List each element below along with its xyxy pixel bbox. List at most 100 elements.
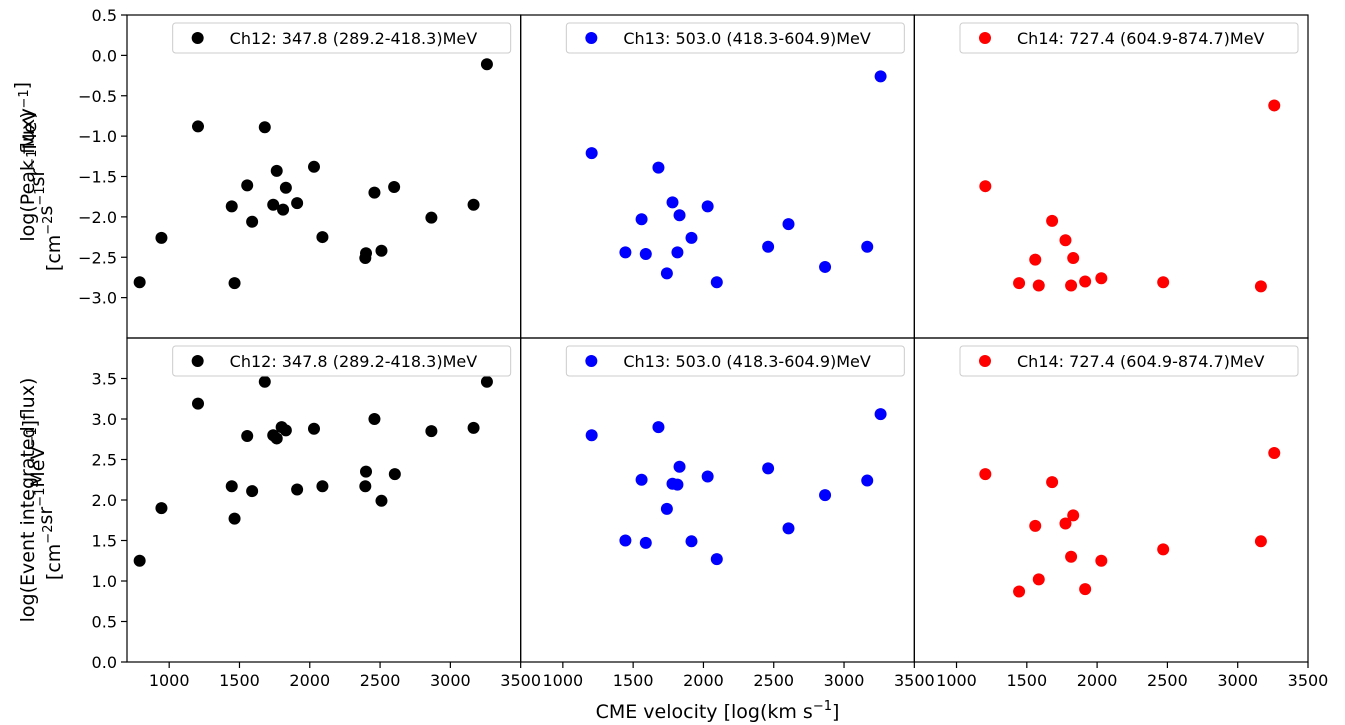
unit-superscript: −1 [17, 89, 32, 108]
data-point [279, 424, 292, 437]
data-point [1067, 509, 1080, 522]
data-point [639, 536, 652, 549]
y-tick-label: −3.0 [78, 289, 117, 308]
data-point [710, 553, 723, 566]
y-axis-label-line2: [cm−2s−1sr−1MeV−1] [11, 82, 65, 271]
data-point [861, 474, 874, 487]
x-tick-label: 2000 [1077, 671, 1118, 690]
panels-group: 0.5 0.0 −0.5 −1.0 −1.5 −2.0 −2.5 −3.0 Ch12: 347.… [78, 6, 1328, 690]
unit-text: [cm [43, 235, 65, 271]
legend-box [959, 22, 1299, 54]
unit-superscript: −1 [33, 186, 48, 205]
x-tick-label: 3500 [894, 671, 935, 690]
data-point [819, 260, 832, 273]
panel-frame [520, 14, 915, 339]
y-tick-label: −2.0 [78, 208, 117, 227]
unit-superscript: −1 [25, 427, 40, 446]
data-point [782, 218, 795, 231]
data-point [762, 462, 775, 475]
data-point [762, 240, 775, 253]
y-tick-label: 1.5 [92, 532, 117, 551]
data-point [368, 413, 381, 425]
x-tick-label: 1500 [1006, 671, 1047, 690]
legend-box [959, 345, 1299, 377]
y-tick-label: 0.5 [92, 6, 117, 25]
y-axis-label-line2: [cm−2sr−1MeV−1] [19, 420, 65, 580]
legend-label: Ch13: 503.0 (418.3-604.9)MeV [623, 29, 871, 48]
data-point [1046, 476, 1059, 489]
data-point [660, 267, 673, 280]
data-point [480, 375, 493, 388]
legend-label: Ch14: 727.4 (604.9-874.7)MeV [1017, 29, 1265, 48]
data-point [1254, 535, 1267, 548]
data-point [133, 554, 146, 567]
legend-box [172, 22, 512, 54]
data-point [467, 198, 480, 211]
data-point [1065, 279, 1078, 292]
data-point [225, 200, 238, 213]
unit-text: MeV [19, 108, 41, 149]
data-point [1065, 550, 1078, 563]
x-tick-label: 3000 [824, 671, 865, 690]
y-axis-label-group: log(Peak flux)[cm−2s−1sr−1MeV−1] [11, 82, 65, 271]
data-point [241, 430, 254, 443]
data-point [467, 421, 480, 434]
data-point [1095, 554, 1108, 567]
x-tick-label: 1500 [219, 671, 260, 690]
legend-box [172, 345, 512, 377]
data-point [228, 277, 241, 290]
y-tick-label: 0.0 [92, 46, 117, 65]
data-point [671, 478, 684, 491]
data-point [861, 240, 874, 253]
data-point [874, 70, 887, 83]
data-point [388, 468, 401, 481]
unit-text: s [35, 206, 57, 216]
data-point [1067, 252, 1080, 265]
panel-frame [126, 14, 522, 339]
x-tick-label: 1500 [613, 671, 654, 690]
data-point [192, 120, 205, 133]
unit-superscript: −1 [33, 488, 48, 507]
data-point [1046, 214, 1059, 227]
data-point [1268, 447, 1281, 460]
data-point [1032, 279, 1045, 292]
data-point [673, 209, 686, 222]
data-point [360, 247, 373, 260]
x-tick-label: 3000 [1217, 671, 1258, 690]
data-point [228, 512, 241, 525]
y-tick-label: −2.5 [78, 248, 117, 267]
data-point [359, 480, 372, 493]
panel-frame [520, 337, 915, 663]
data-point [979, 468, 992, 481]
legend-label: Ch13: 503.0 (418.3-604.9)MeV [623, 352, 871, 371]
data-point [279, 181, 292, 194]
data-point [666, 196, 679, 209]
y-axis-label-group: log(Event integrated flux) [cm−2sr−1MeV−1… [17, 378, 65, 623]
data-point [307, 422, 320, 435]
x-tick-label: 1000 [149, 671, 190, 690]
data-point [1157, 276, 1170, 289]
data-point [1079, 275, 1092, 288]
unit-superscript: −2 [41, 525, 56, 544]
panel-frame [913, 337, 1309, 663]
data-point [246, 485, 259, 498]
x-tick-label: 1000 [936, 671, 977, 690]
data-point [673, 460, 686, 473]
data-point [979, 180, 992, 193]
x-label-superscript: −1 [813, 699, 832, 714]
unit-text: MeV [27, 447, 49, 488]
data-point [267, 198, 280, 211]
data-point [360, 465, 373, 478]
data-point [701, 200, 714, 213]
data-point [291, 483, 304, 496]
panel-frame [913, 14, 1309, 339]
data-point [652, 161, 665, 174]
data-point [619, 534, 632, 547]
data-point [241, 179, 254, 192]
data-point [1059, 234, 1072, 247]
legend-label: Ch14: 727.4 (604.9-874.7)MeV [1017, 352, 1265, 371]
data-point [133, 276, 146, 289]
x-tick-label: 3000 [430, 671, 471, 690]
data-point [1029, 519, 1042, 532]
x-label-end: ] [832, 701, 839, 723]
